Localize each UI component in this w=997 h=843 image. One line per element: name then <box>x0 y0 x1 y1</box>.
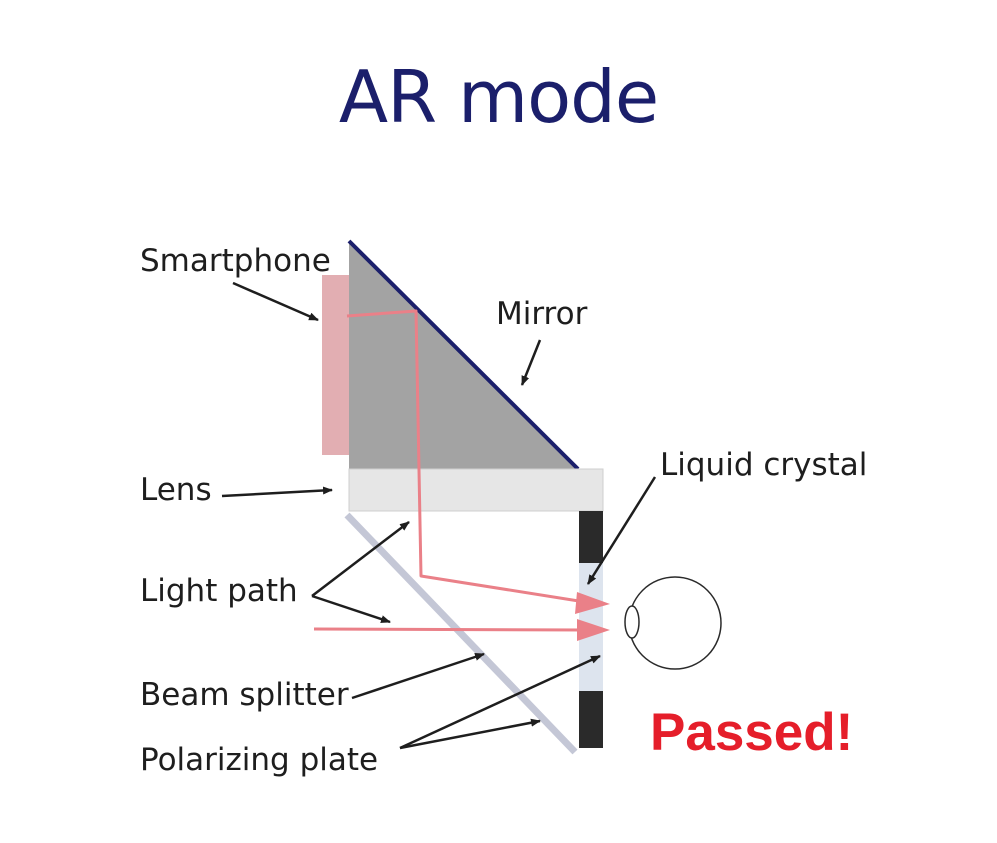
liquid-crystal-top <box>579 511 603 563</box>
mirror-label: Mirror <box>496 296 588 332</box>
lens <box>348 468 604 512</box>
smartphone-pointer <box>232 281 319 322</box>
light-path-arrowhead-upper <box>575 592 610 614</box>
light-path-display <box>346 309 586 604</box>
smartphone-label: Smartphone <box>140 243 331 279</box>
liquid-crystal-bottom <box>579 691 603 748</box>
polarizing-plate-pointer-left <box>399 718 541 750</box>
mirror-pointer <box>520 339 542 386</box>
beam-splitter-label: Beam splitter <box>140 677 349 713</box>
beam-splitter <box>344 512 578 755</box>
liquid-crystal-label: Liquid crystal <box>660 447 867 483</box>
light-path-pointer-lower <box>311 594 391 624</box>
light-path-outside <box>313 627 586 632</box>
lens-pointer <box>221 486 333 498</box>
passed-label: Passed! <box>650 703 853 762</box>
light-path-arrowhead-lower <box>577 619 610 641</box>
smartphone-screen <box>322 275 350 455</box>
page-title: AR mode <box>338 55 659 139</box>
beam-splitter-pointer <box>351 652 485 700</box>
light-path-label: Light path <box>140 573 298 609</box>
polarizing-plate-pointer-right <box>399 654 601 750</box>
polarizing-plate-label: Polarizing plate <box>140 742 378 778</box>
mirror <box>347 239 580 471</box>
lens-label: Lens <box>140 472 212 508</box>
eye-icon <box>624 576 722 670</box>
liquid-crystal-pointer <box>586 476 657 585</box>
light-path-pointer-upper <box>311 521 410 597</box>
